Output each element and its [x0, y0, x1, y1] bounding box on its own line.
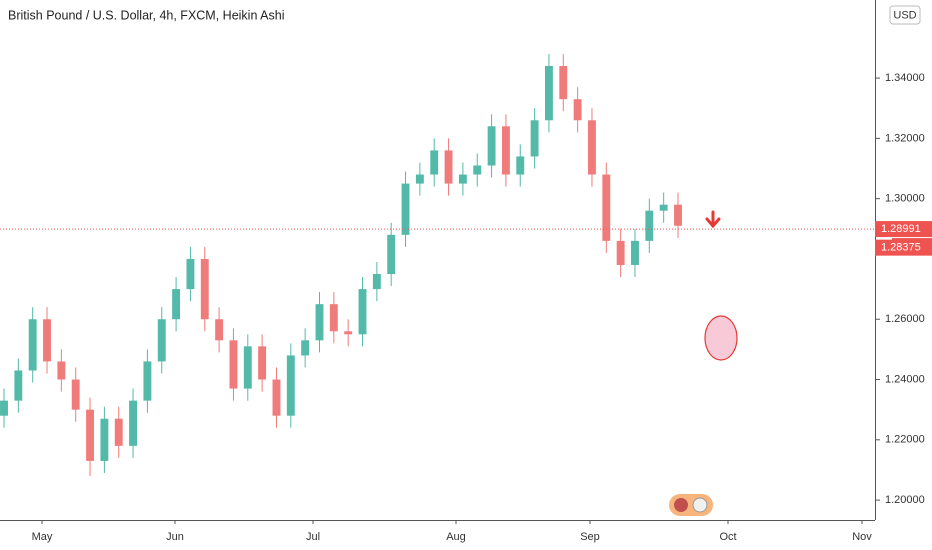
candle-body: [588, 120, 596, 175]
second-price-tag: [875, 239, 932, 256]
candle-body: [358, 289, 367, 335]
x-tick-label: May: [32, 531, 53, 543]
candle-body: [501, 126, 510, 175]
candle-body: [674, 204, 682, 226]
y-tick-label: 1.24000: [885, 373, 925, 385]
y-tick-label: 1.20000: [885, 494, 925, 506]
second-price-label: 1.28375: [881, 242, 921, 254]
currency-button[interactable]: USD: [889, 5, 921, 25]
y-tick-label: 1.30000: [885, 193, 925, 205]
candle-body: [258, 346, 267, 380]
candle-body: [215, 319, 224, 341]
candle-body: [458, 174, 467, 184]
candle-body: [286, 355, 295, 416]
candle-body: [57, 361, 66, 380]
x-tick-label: Sep: [580, 531, 600, 543]
event-count[interactable]: [692, 497, 708, 513]
candle-body: [344, 331, 353, 335]
event-icons[interactable]: [669, 494, 713, 516]
candle-body: [0, 400, 8, 416]
x-tick-label: Aug: [446, 531, 466, 543]
candle-body: [372, 274, 381, 290]
candle-body: [43, 319, 51, 362]
candle-body: [272, 379, 281, 416]
candle-body: [186, 258, 195, 290]
candle-body: [114, 418, 123, 446]
candle-body: [387, 234, 396, 275]
candle-body: [243, 346, 252, 389]
candle-body: [573, 99, 582, 121]
candle-body: [516, 156, 525, 175]
event-flag[interactable]: [674, 498, 688, 512]
candle-body: [645, 210, 654, 241]
candle-body: [473, 165, 482, 175]
arrow-drawing[interactable]: [705, 210, 721, 229]
candle-body: [631, 240, 639, 265]
candle-body: [659, 204, 668, 211]
candle-body: [487, 126, 496, 166]
candle-body: [444, 150, 453, 184]
candle-body: [602, 174, 611, 241]
y-tick-label: 1.22000: [885, 434, 925, 446]
y-tick-label: 1.34000: [885, 72, 925, 84]
candle-body: [430, 150, 439, 175]
candle-body: [86, 409, 94, 461]
candle-body: [401, 183, 410, 235]
candle-body: [329, 304, 338, 332]
last-price-tag: [875, 221, 932, 238]
candle-body: [172, 289, 181, 320]
candle-body: [100, 418, 109, 461]
candle-body: [616, 240, 625, 265]
candle-body: [28, 319, 37, 371]
candle-body: [415, 174, 424, 184]
candle-body: [129, 400, 138, 446]
candle-body: [200, 258, 209, 320]
candle-body: [14, 370, 23, 401]
ellipse-drawing[interactable]: [704, 315, 738, 361]
candle-body: [71, 379, 80, 410]
candle-body: [143, 361, 152, 401]
candle-body: [229, 340, 238, 389]
y-tick-label: 1.32000: [885, 132, 925, 144]
last-price-label: 1.28991: [881, 223, 921, 235]
candle-body: [559, 66, 568, 100]
y-tick-label: 1.26000: [885, 313, 925, 325]
x-tick-label: Oct: [719, 531, 736, 543]
candle-body: [315, 304, 324, 341]
chart-title: British Pound / U.S. Dollar, 4h, FXCM, H…: [8, 8, 285, 22]
x-tick-label: Jun: [166, 531, 184, 543]
candles: [0, 53, 682, 476]
candle-body: [157, 319, 166, 362]
currency-label[interactable]: USD: [893, 9, 916, 21]
currency-box[interactable]: [889, 5, 921, 25]
candle-body: [544, 66, 553, 121]
x-tick-label: Nov: [852, 531, 872, 543]
candle-body: [301, 340, 310, 356]
candle-body: [530, 120, 539, 157]
x-tick-label: Jul: [306, 531, 320, 543]
